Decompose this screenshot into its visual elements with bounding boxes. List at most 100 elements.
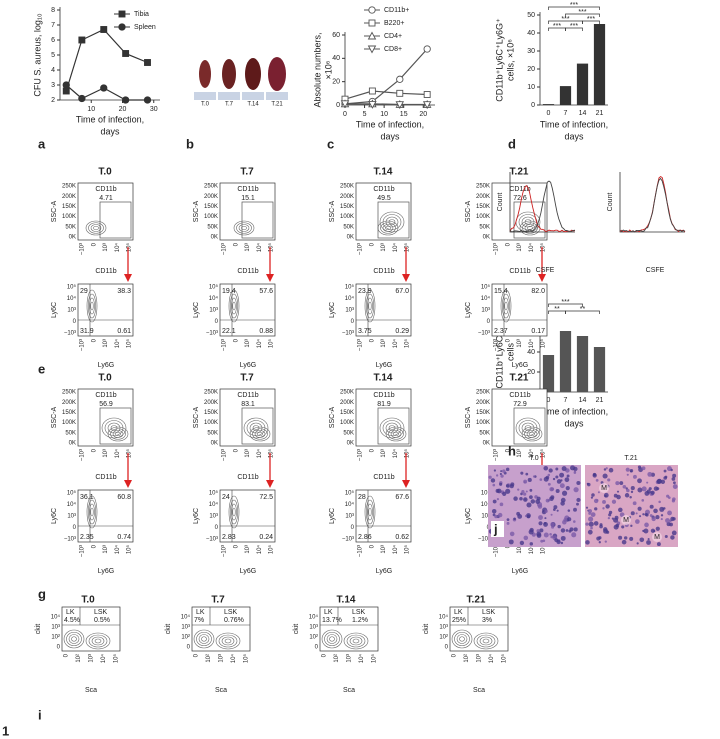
- cell: [647, 471, 653, 477]
- y-axis-label: cells, ×10⁶: [505, 39, 515, 81]
- y-tick-label: 6: [51, 37, 55, 44]
- cell: [529, 495, 533, 499]
- cell: [663, 469, 667, 473]
- x-tick-label: 0: [194, 653, 200, 657]
- image-strip: [242, 92, 264, 100]
- y-tick-label: 10⁵: [481, 284, 491, 291]
- cell: [646, 540, 651, 545]
- marker: [422, 101, 432, 110]
- series-line: [344, 48, 428, 105]
- x-tick-label: 10⁵: [404, 338, 411, 348]
- y-tick-label: 10³: [345, 308, 354, 314]
- x-axis-label: Ly6G: [512, 362, 528, 369]
- cell: [553, 505, 558, 510]
- gate: [377, 201, 410, 239]
- bar: [542, 104, 555, 105]
- histogram: [509, 184, 576, 233]
- significance-label: **: [554, 306, 560, 313]
- y-tick-label: −10³: [342, 331, 354, 337]
- gate: [513, 407, 546, 445]
- cell: [523, 481, 526, 484]
- bar: [576, 63, 589, 105]
- y-tick-label: 40: [332, 55, 340, 62]
- gate-label: LSK: [224, 609, 238, 616]
- x-tick-label: 20: [119, 106, 127, 113]
- y-tick-label: 10⁴: [67, 501, 77, 508]
- significance-bracket: [565, 310, 600, 314]
- contour: [229, 293, 239, 319]
- gate-value: 4.71: [99, 195, 113, 202]
- contour: [107, 426, 129, 442]
- letter-box: [491, 521, 504, 537]
- x-tick-label: 0: [343, 111, 347, 118]
- gate-value: 13.7%: [322, 617, 342, 624]
- bone-image: [245, 58, 261, 90]
- gate-value: 4.5%: [64, 617, 80, 624]
- contour: [91, 636, 105, 646]
- x-tick-label: 10: [380, 111, 388, 118]
- x-tick-label: −10³: [222, 449, 228, 461]
- gate-label: LSK: [352, 609, 366, 616]
- contour: [71, 636, 77, 642]
- marker: [62, 87, 70, 95]
- x-tick-label: −10³: [358, 339, 364, 351]
- cell: [594, 507, 598, 511]
- plot-frame: [355, 388, 412, 447]
- cell: [635, 519, 640, 524]
- panel-letter: a: [38, 136, 46, 151]
- arrowhead: [124, 274, 132, 282]
- marker: [144, 59, 151, 66]
- x-tick-label: 10³: [103, 243, 109, 252]
- y-tick-label: 200K: [476, 194, 490, 200]
- plot-title: T.21: [510, 373, 529, 384]
- marker-halo: [599, 483, 609, 493]
- quadrant-value: 2.37: [494, 328, 508, 335]
- contour: [90, 301, 94, 311]
- axis: [59, 7, 160, 101]
- cell: [587, 529, 593, 535]
- x-axis-label: Sca: [343, 687, 355, 694]
- cell: [555, 475, 559, 479]
- gate-value: 25%: [452, 617, 466, 624]
- cell: [588, 509, 593, 513]
- panel-letter: j: [493, 521, 498, 536]
- x-tick-label: −10³: [80, 339, 86, 351]
- contour: [232, 507, 236, 517]
- y-tick-label: 100K: [476, 214, 490, 220]
- cell: [560, 535, 566, 541]
- marker: [78, 94, 86, 103]
- x-axis-label: days: [564, 131, 584, 141]
- cell: [561, 466, 567, 472]
- contour: [456, 634, 468, 644]
- y-tick-label: 7: [51, 22, 55, 29]
- x-tick-label: −10³: [222, 339, 228, 351]
- cell: [550, 487, 555, 491]
- quadrant-value: 36.1: [80, 494, 94, 501]
- x-tick-label: 10⁵: [268, 338, 275, 348]
- y-tick-label: 0K: [211, 235, 218, 241]
- legend-marker: [367, 45, 377, 54]
- marker: [368, 100, 377, 109]
- x-tick-label: 10³: [89, 654, 95, 663]
- y-tick-label: 10³: [67, 308, 76, 314]
- cell: [557, 524, 561, 529]
- cell: [545, 498, 550, 503]
- gate-value: 72.6: [513, 195, 527, 202]
- plot-title: T.7: [240, 167, 254, 178]
- contour: [249, 426, 271, 442]
- contour: [521, 426, 543, 442]
- cell: [566, 474, 570, 478]
- cell: [560, 528, 566, 533]
- cell: [653, 486, 659, 491]
- quadrant-value: 2.35: [80, 534, 94, 541]
- y-tick-label: 0K: [69, 441, 76, 447]
- cell: [554, 538, 559, 543]
- cell: [663, 476, 667, 480]
- significance-label: ***: [561, 299, 569, 306]
- contour: [476, 634, 496, 648]
- plot-title: T.21: [467, 595, 486, 606]
- contour: [193, 629, 215, 649]
- contour: [379, 417, 405, 439]
- x-axis-label: Sca: [473, 687, 485, 694]
- cell: [550, 513, 553, 516]
